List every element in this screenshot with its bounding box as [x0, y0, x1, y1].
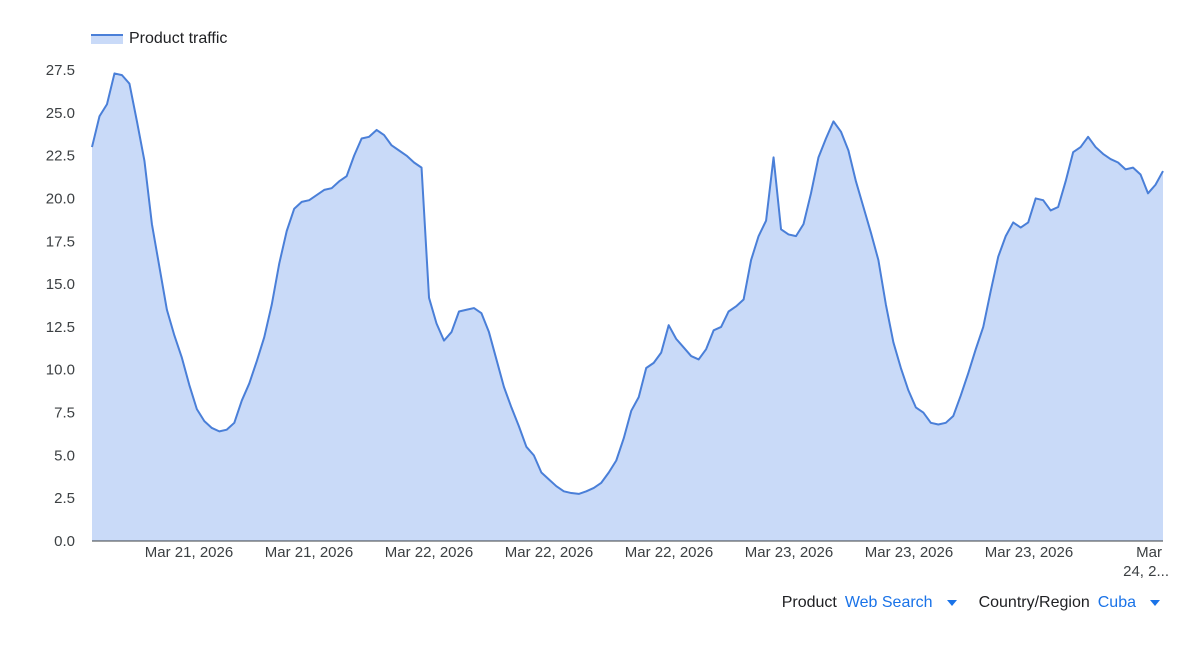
x-tick-label: Mar 23, 2026 — [745, 544, 833, 561]
caret-down-icon[interactable] — [1150, 600, 1160, 606]
y-tick-label: 12.5 — [46, 319, 75, 336]
y-tick-label: 25.0 — [46, 105, 75, 122]
y-tick-label: 27.5 — [46, 62, 75, 79]
region-label: Country/Region — [978, 594, 1090, 611]
x-tick-label: Mar 23, 2026 — [865, 544, 953, 561]
product-label: Product — [781, 594, 837, 611]
series-line-product-traffic[interactable] — [91, 72, 1164, 495]
y-tick-label: 7.5 — [54, 405, 75, 422]
x-tick-label: Mar 21, 2026 — [145, 544, 233, 561]
series-area-product-traffic — [92, 73, 1163, 542]
x-tick-label: Mar 21, 2026 — [265, 544, 353, 561]
y-tick-label: 15.0 — [46, 276, 75, 293]
x-tick-label: Mar 22, 2026 — [505, 544, 593, 561]
y-tick-label: 5.0 — [54, 447, 75, 464]
y-tick-label: 17.5 — [46, 233, 75, 250]
chart-controls: Product Web Search Country/Region Cuba — [782, 594, 1160, 612]
y-tick-label: 2.5 — [54, 490, 75, 507]
region-dropdown[interactable]: Country/Region Cuba — [979, 594, 1160, 612]
y-tick-label: 20.0 — [46, 190, 75, 207]
legend-swatch-fill — [91, 34, 123, 44]
product-value[interactable]: Web Search — [844, 594, 933, 611]
legend[interactable]: Product traffic — [91, 30, 227, 47]
y-tick-label: 10.0 — [46, 362, 75, 379]
x-tick-label: Mar 22, 2026 — [625, 544, 713, 561]
product-dropdown[interactable]: Product Web Search — [782, 594, 957, 612]
x-tick-label: Mar 23, 2026 — [985, 544, 1073, 561]
caret-down-icon[interactable] — [946, 600, 957, 606]
region-value[interactable]: Cuba — [1097, 594, 1136, 611]
x-tick-label: Mar 24, 2... — [1123, 544, 1169, 580]
y-tick-label: 22.5 — [46, 148, 75, 165]
y-tick-label: 0.0 — [54, 533, 75, 550]
x-tick-label: Mar 22, 2026 — [385, 544, 473, 561]
y-axis: 0.0 2.5 5.0 7.5 10.0 12.5 15.0 17.5 20.0 22.5 25.0… — [46, 62, 75, 550]
x-axis: Mar 21, 2026 Mar 21, 2026 Mar 22, 2026 Mar … — [145, 544, 1169, 580]
legend-label: Product traffic — [129, 30, 227, 47]
plot-area — [91, 72, 1164, 542]
